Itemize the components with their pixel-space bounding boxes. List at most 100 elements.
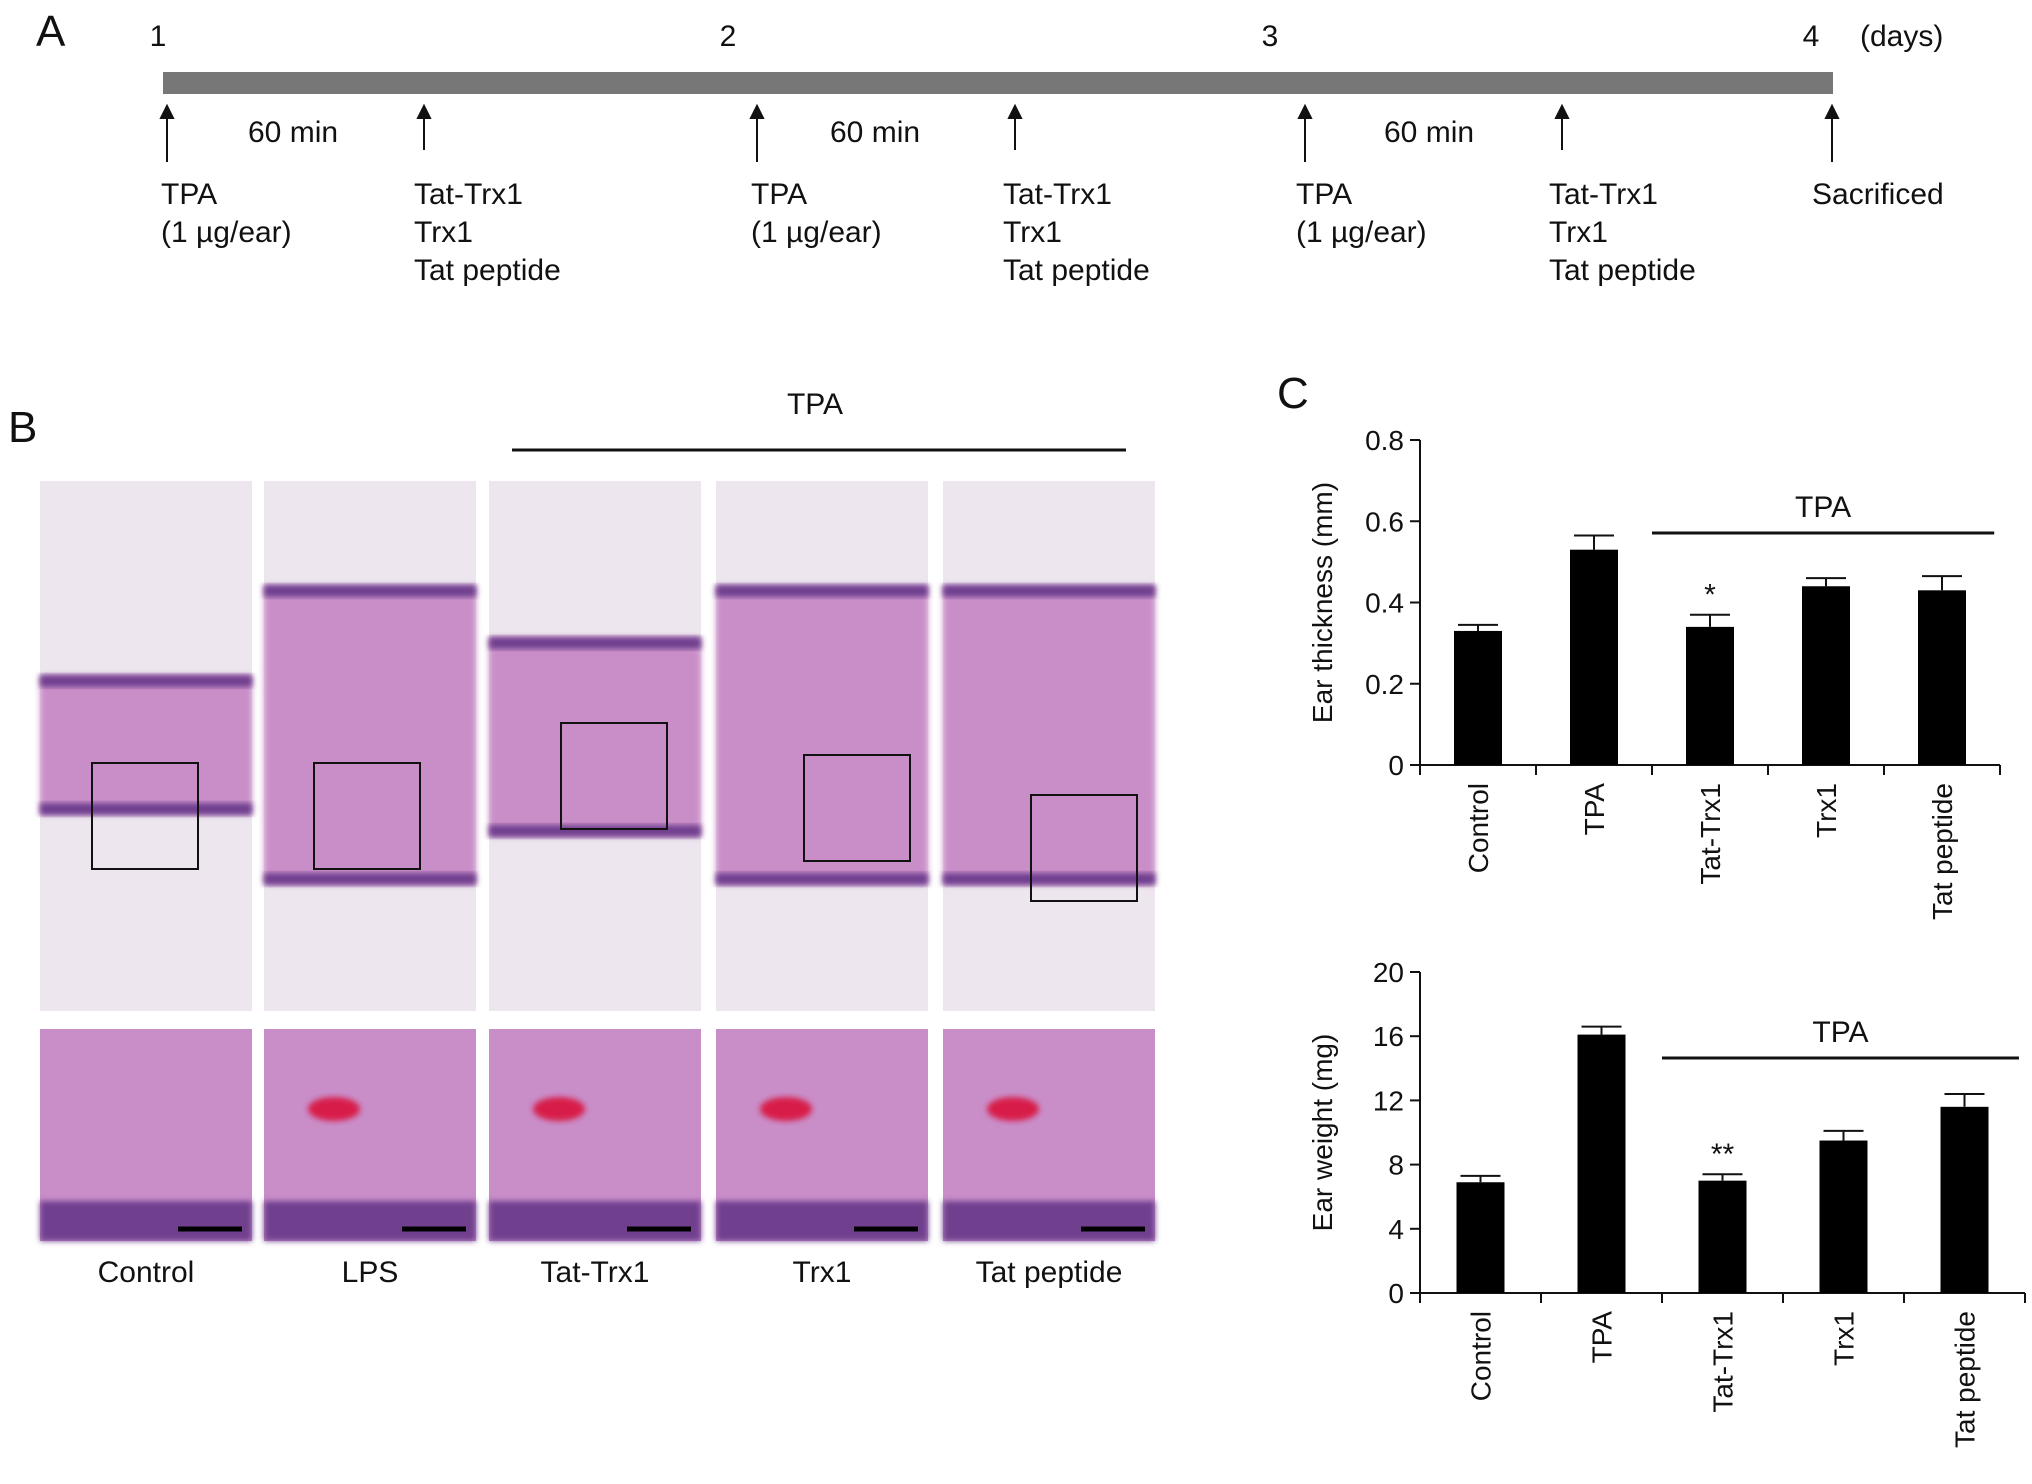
tissue-band [489, 637, 701, 837]
zoom-region-box [313, 762, 421, 870]
x-tick-label: TPA [1587, 1311, 1618, 1364]
epidermis-layer [489, 825, 701, 837]
day-label-1: 1 [150, 20, 167, 53]
interval-label-2: 60 min [830, 116, 920, 149]
event-tpa-day3: TPA (1 µg/ear) [1296, 178, 1427, 249]
bar [1454, 630, 1502, 765]
significance-marker: * [1704, 579, 1716, 612]
ear-thickness-chart: 0 0.2 0.4 0.6 0.8 Ear thickness (mm) Control TP… [1307, 425, 2001, 920]
zoom-epidermis [489, 1201, 701, 1241]
bar [1940, 1106, 1989, 1293]
histology-image [716, 481, 928, 1011]
y-tick-label: 0.8 [1365, 425, 1404, 456]
zoom-epidermis [943, 1201, 1155, 1241]
tissue-band [716, 585, 928, 885]
histology-zoom-image [943, 1029, 1155, 1241]
epidermis-layer [489, 637, 701, 649]
histology-image [40, 481, 252, 1011]
tissue-band [40, 675, 252, 815]
event-treatment-day2: Tat-Trx1 Trx1 Tat peptide [1003, 178, 1150, 287]
histology-zoom-image [489, 1029, 701, 1241]
zoom-region-box [1030, 794, 1138, 902]
interval-label-1: 60 min [248, 116, 338, 149]
day-label-4: 4 [1803, 20, 1820, 53]
event-treatment-day1: Tat-Trx1 Trx1 Tat peptide [414, 178, 561, 287]
histology-image [943, 481, 1155, 1011]
arrow-up-icon [1297, 103, 1313, 162]
day-label-3: 3 [1262, 20, 1279, 53]
x-tick-label: TPA [1579, 783, 1610, 836]
bar [1456, 1182, 1505, 1293]
significance-marker: ** [1711, 1138, 1735, 1171]
event-treatment-day3: Tat-Trx1 Trx1 Tat peptide [1549, 178, 1696, 287]
image-label: LPS [342, 1256, 399, 1289]
histology-image [489, 481, 701, 1011]
bar [1698, 1180, 1747, 1293]
histology-zoom-image [716, 1029, 928, 1241]
histology-images: Control LPS Tat-Trx1 Trx1 Tat peptide [40, 481, 1155, 1289]
y-tick-label: 0 [1388, 750, 1404, 781]
zoom-region-box [803, 754, 911, 862]
panel-b: B TPA Control LPS Tat-Trx1 Trx1 Tat peptide [8, 388, 1155, 1289]
group-label: TPA [1812, 1016, 1868, 1049]
x-tick-label: Trx1 [1829, 1311, 1860, 1366]
histology-zoom-image [264, 1029, 476, 1241]
epidermis-layer [264, 585, 476, 597]
image-label: Tat peptide [976, 1256, 1123, 1289]
zoom-region-box [560, 722, 668, 830]
arrow-up-icon [1824, 103, 1840, 162]
panel-a: A 1 2 3 4 (days) 60 min 60 min 60 min TP… [36, 7, 1944, 287]
y-tick-label: 0 [1388, 1278, 1404, 1309]
x-tick-label: Tat peptide [1950, 1311, 1981, 1448]
event-tpa-day2: TPA (1 µg/ear) [751, 178, 882, 249]
x-tick-label: Tat peptide [1927, 783, 1958, 920]
epidermis-layer [716, 585, 928, 597]
bar [1819, 1140, 1868, 1293]
y-tick-label: 0.6 [1365, 506, 1404, 537]
x-tick-label: Tat-Trx1 [1695, 783, 1726, 885]
image-label: Tat-Trx1 [541, 1256, 650, 1289]
x-tick-label: Tat-Trx1 [1708, 1311, 1739, 1413]
blood-vessel [760, 1097, 812, 1121]
blood-vessel [533, 1097, 585, 1121]
bar [1577, 1034, 1626, 1293]
image-label: Control [98, 1256, 195, 1289]
image-label: Trx1 [793, 1256, 852, 1289]
epidermis-layer [40, 803, 252, 815]
y-tick-label: 0.4 [1365, 588, 1404, 619]
panel-b-label: B [8, 403, 37, 452]
panel-a-label: A [36, 7, 66, 56]
timeline-arrows [159, 103, 1840, 162]
epidermis-layer [264, 873, 476, 885]
zoom-region-box [91, 762, 199, 870]
day-label-2: 2 [720, 20, 737, 53]
y-tick-label: 12 [1373, 1085, 1404, 1116]
y-axis-label: Ear thickness (mm) [1307, 482, 1338, 723]
ear-weight-chart: 0 4 8 12 16 20 Ear weight (mg) Control TPA Tat-Tr… [1307, 957, 2026, 1448]
y-tick-label: 4 [1388, 1214, 1404, 1245]
tissue-band [943, 585, 1155, 885]
event-sacrificed: Sacrificed [1812, 178, 1944, 211]
epidermis-layer [40, 675, 252, 687]
panel-b-group-label: TPA [787, 388, 843, 421]
arrow-up-icon [1007, 103, 1023, 150]
zoom-epidermis [264, 1201, 476, 1241]
y-axis-label: Ear weight (mg) [1307, 1034, 1338, 1232]
bar [1918, 590, 1966, 765]
histology-image [264, 481, 476, 1011]
event-tpa-day1: TPA (1 µg/ear) [161, 178, 292, 249]
bar [1570, 549, 1618, 765]
y-tick-label: 20 [1373, 957, 1404, 988]
arrow-up-icon [416, 103, 432, 150]
epidermis-layer [716, 873, 928, 885]
arrow-up-icon [159, 103, 175, 162]
timeline-bar [163, 72, 1833, 94]
y-tick-label: 8 [1388, 1150, 1404, 1181]
epidermis-layer [943, 873, 1155, 885]
days-unit: (days) [1860, 20, 1943, 53]
zoom-epidermis [40, 1201, 252, 1241]
interval-label-3: 60 min [1384, 116, 1474, 149]
histology-zoom-image [40, 1029, 252, 1241]
x-tick-label: Control [1466, 1311, 1497, 1401]
